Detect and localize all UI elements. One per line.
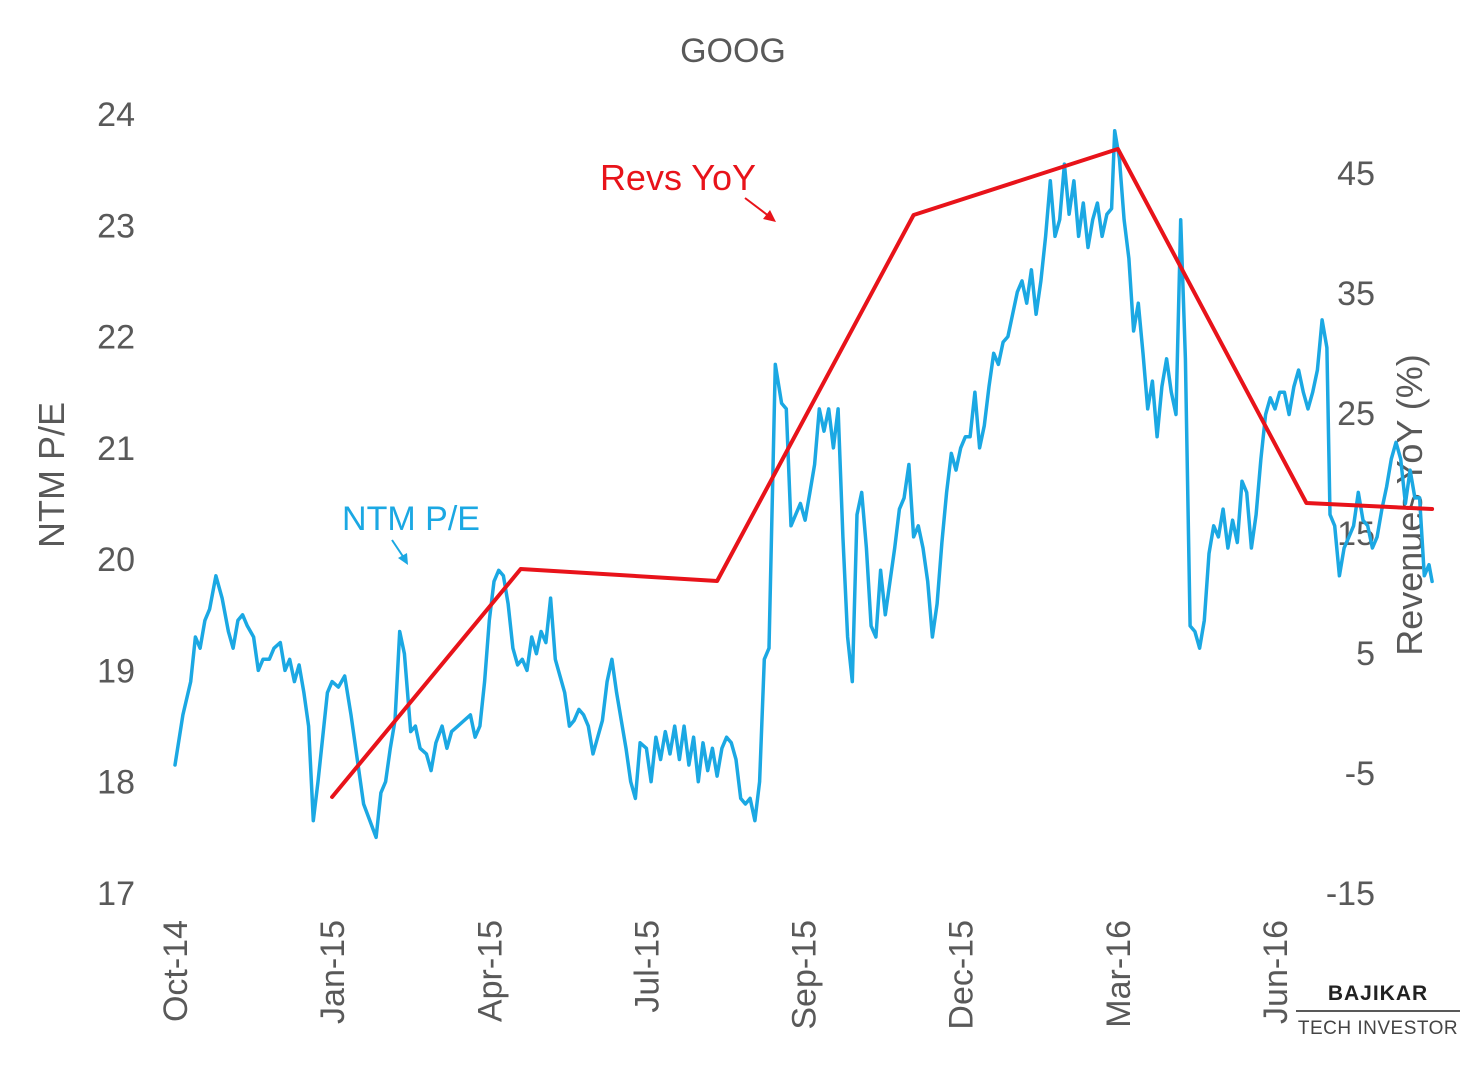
right-axis-label: Revenues YoY (%) <box>1389 354 1430 656</box>
x-tick-label: Sep-15 <box>786 920 824 1030</box>
x-tick-label: Jul-15 <box>628 920 666 1013</box>
x-tick-label: Mar-16 <box>1100 920 1138 1028</box>
left-tick-label: 20 <box>97 541 135 579</box>
ntm-pe-line <box>173 128 1434 840</box>
revs-yoy-annotation: Revs YoY <box>600 157 756 198</box>
x-tick-label: Dec-15 <box>943 920 981 1030</box>
chart-title: GOOG <box>680 32 786 70</box>
right-tick-label: 25 <box>1337 395 1375 433</box>
ntm-pe-annotation: NTM P/E <box>342 500 480 538</box>
x-tick-label: Jan-15 <box>314 920 352 1024</box>
x-tick-label: Jun-16 <box>1257 920 1295 1024</box>
series-layer <box>173 128 1435 840</box>
ntm-pe-arrow <box>391 539 408 565</box>
left-tick-label: 17 <box>97 875 135 913</box>
left-tick-label: 18 <box>97 764 135 802</box>
right-tick-label: 5 <box>1356 635 1375 673</box>
brand-logo: BAJIKAR TECH INVESTOR <box>1296 982 1460 1039</box>
left-axis-ticks: 17 18 19 20 21 22 23 24 <box>97 96 135 913</box>
left-tick-label: 19 <box>97 652 135 690</box>
brand-name: BAJIKAR <box>1328 982 1428 1005</box>
left-tick-label: 22 <box>97 319 135 357</box>
revs-yoy-arrow <box>744 197 776 222</box>
left-tick-label: 23 <box>97 207 135 245</box>
right-tick-label: 45 <box>1337 155 1375 193</box>
x-tick-label: Apr-15 <box>471 920 509 1022</box>
revs-yoy-line <box>330 147 1435 799</box>
x-tick-label: Oct-14 <box>157 920 195 1022</box>
x-axis-ticks: Oct-14 Jan-15 Apr-15 Jul-15 Sep-15 Dec-15 Mar-… <box>157 920 1295 1030</box>
right-tick-label: -5 <box>1345 755 1375 793</box>
right-tick-label: 35 <box>1337 275 1375 313</box>
right-tick-label: -15 <box>1326 875 1375 913</box>
brand-tagline: TECH INVESTOR <box>1298 1018 1458 1039</box>
left-axis-label: NTM P/E <box>31 402 72 548</box>
left-tick-label: 21 <box>97 430 135 468</box>
left-tick-label: 24 <box>97 96 135 134</box>
